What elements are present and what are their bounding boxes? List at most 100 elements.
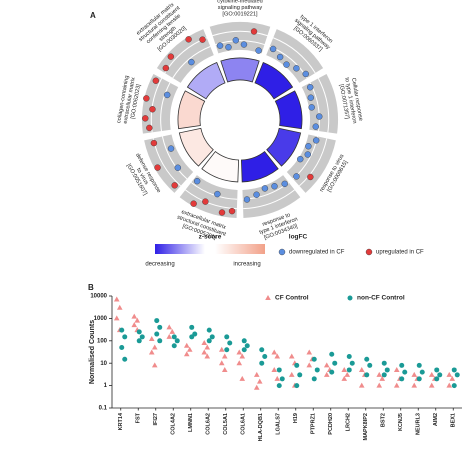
legend-label: non-CF Control bbox=[357, 295, 405, 302]
x-tick-label: BST2 bbox=[381, 413, 387, 427]
data-point bbox=[224, 347, 230, 353]
data-point bbox=[384, 367, 390, 373]
gene-point bbox=[261, 185, 269, 192]
data-point bbox=[276, 367, 282, 373]
gene-point bbox=[185, 36, 192, 43]
gene-point bbox=[218, 209, 226, 216]
data-point bbox=[183, 342, 190, 348]
gene-point bbox=[146, 124, 153, 132]
zscore-bar bbox=[274, 90, 303, 130]
gene-point bbox=[307, 173, 314, 181]
zscore-bar bbox=[254, 61, 294, 100]
gene-point bbox=[150, 139, 158, 147]
x-tick-label: AIM2 bbox=[433, 413, 439, 426]
gene-point bbox=[152, 77, 160, 84]
data-point bbox=[236, 360, 243, 366]
x-tick-label: IFI27 bbox=[153, 413, 159, 426]
gene-point bbox=[149, 106, 156, 113]
data-point bbox=[428, 382, 435, 388]
data-point bbox=[166, 324, 173, 330]
zscore-bar bbox=[266, 127, 302, 167]
y-tick-label: 1 bbox=[104, 383, 108, 389]
data-point bbox=[218, 360, 225, 366]
logfc-track bbox=[242, 175, 301, 218]
data-point bbox=[311, 356, 317, 362]
data-point bbox=[364, 372, 370, 378]
data-point bbox=[381, 372, 387, 378]
gene-point bbox=[297, 155, 304, 163]
gene-point bbox=[162, 64, 170, 72]
data-point bbox=[329, 351, 335, 357]
data-point bbox=[151, 362, 158, 368]
data-point bbox=[151, 344, 158, 350]
gene-point bbox=[154, 164, 161, 171]
x-tick-label: COL4A2 bbox=[171, 413, 177, 435]
legend-gradient bbox=[155, 244, 205, 254]
data-point bbox=[136, 329, 142, 335]
y-tick-label: 10 bbox=[100, 361, 107, 367]
gene-point bbox=[253, 191, 260, 198]
zscore-bar bbox=[201, 150, 240, 183]
x-tick-label: NEURL3 bbox=[416, 413, 422, 435]
gene-point bbox=[240, 41, 248, 48]
data-point bbox=[411, 382, 418, 388]
data-point bbox=[323, 371, 330, 377]
data-point bbox=[241, 347, 247, 353]
data-point bbox=[148, 349, 155, 355]
data-point bbox=[376, 382, 383, 388]
data-point bbox=[134, 317, 141, 323]
data-point bbox=[131, 322, 138, 328]
gene-point bbox=[305, 143, 312, 150]
x-tick-label: LMNN1 bbox=[188, 413, 194, 432]
data-point bbox=[189, 324, 195, 330]
legend-title: logFC bbox=[289, 234, 308, 241]
data-point bbox=[344, 371, 351, 377]
data-point bbox=[256, 378, 263, 384]
data-point bbox=[183, 351, 190, 357]
legend-title: z-score bbox=[199, 234, 222, 241]
legend-label: downregulated in CF bbox=[289, 250, 345, 256]
data-point bbox=[446, 382, 453, 388]
data-point bbox=[364, 356, 370, 362]
data-point bbox=[113, 315, 120, 321]
gene-point bbox=[312, 123, 319, 130]
data-point bbox=[136, 338, 142, 344]
data-point bbox=[379, 375, 386, 381]
data-point bbox=[221, 353, 228, 359]
data-point bbox=[227, 340, 233, 346]
data-point bbox=[434, 376, 440, 382]
term-id: [GO:0019221] bbox=[222, 11, 258, 17]
legend-marker bbox=[265, 295, 271, 300]
x-tick-label: LGALS7 bbox=[276, 413, 282, 435]
gene-point bbox=[307, 84, 314, 91]
data-point bbox=[428, 371, 435, 377]
data-point bbox=[274, 375, 281, 381]
gene-point bbox=[167, 53, 175, 60]
data-point bbox=[454, 372, 460, 378]
zscore-bar bbox=[178, 127, 214, 167]
gene-point bbox=[302, 70, 309, 78]
gene-point bbox=[293, 173, 300, 180]
panel-label: A bbox=[90, 11, 96, 20]
legend-label: decreasing bbox=[145, 262, 174, 268]
data-point bbox=[419, 369, 425, 375]
panel-label: B bbox=[88, 283, 94, 292]
data-point bbox=[218, 346, 225, 352]
gene-point bbox=[255, 47, 262, 54]
data-point bbox=[253, 371, 260, 377]
data-point bbox=[297, 372, 303, 378]
gene-point bbox=[304, 151, 311, 158]
data-point bbox=[411, 371, 418, 377]
data-point bbox=[346, 367, 352, 373]
data-point bbox=[204, 344, 211, 350]
data-point bbox=[122, 334, 128, 340]
gene-point bbox=[316, 113, 323, 120]
x-tick-label: KCNJ5 bbox=[398, 413, 404, 431]
gene-point bbox=[171, 182, 178, 189]
data-point bbox=[224, 334, 230, 340]
data-point bbox=[221, 366, 228, 372]
data-point bbox=[154, 331, 160, 337]
gene-point bbox=[199, 36, 206, 43]
